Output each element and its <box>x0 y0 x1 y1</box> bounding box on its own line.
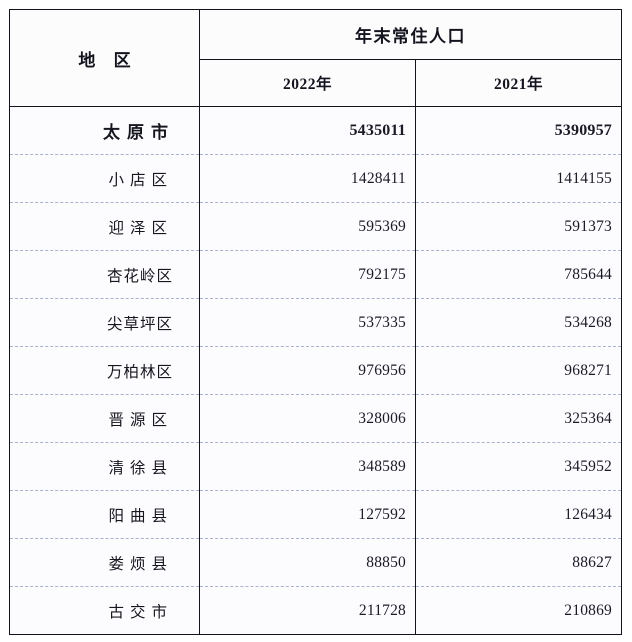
cell-population-2021: 785644 <box>415 250 622 299</box>
cell-region: 迎泽区 <box>9 202 200 251</box>
cell-region: 阳曲县 <box>9 490 200 539</box>
header-row-years: 2022年 2021年 <box>10 58 622 107</box>
table-row: 古交市 211728 210869 <box>9 586 622 635</box>
table-row: 晋源区 328006 325364 <box>9 394 622 443</box>
cell-population-2022: 5435011 <box>199 106 416 155</box>
column-header-year-2022: 2022年 <box>199 58 416 107</box>
cell-population-2022: 537335 <box>199 298 416 347</box>
cell-population-2021: 5390957 <box>415 106 622 155</box>
cell-population-2022: 348589 <box>199 442 416 491</box>
cell-population-2021: 210869 <box>415 586 622 635</box>
table-row: 小店区 1428411 1414155 <box>9 154 622 203</box>
cell-population-2021: 591373 <box>415 202 622 251</box>
cell-population-2022: 211728 <box>199 586 416 635</box>
cell-population-2022: 88850 <box>199 538 416 587</box>
column-header-year-2021: 2021年 <box>415 58 622 107</box>
header-row-top: 地 区 年末常住人口 <box>9 9 622 107</box>
cell-population-2022: 127592 <box>199 490 416 539</box>
cell-population-2021: 534268 <box>415 298 622 347</box>
cell-region: 古交市 <box>9 586 200 635</box>
table-row: 杏花岭区 792175 785644 <box>9 250 622 299</box>
cell-population-2021: 968271 <box>415 346 622 395</box>
cell-region: 杏花岭区 <box>9 250 200 299</box>
cell-population-2022: 595369 <box>199 202 416 251</box>
cell-population-2022: 1428411 <box>199 154 416 203</box>
table-row: 娄烦县 88850 88627 <box>9 538 622 587</box>
cell-population-2022: 328006 <box>199 394 416 443</box>
cell-region: 太原市 <box>9 106 200 155</box>
cell-region: 晋源区 <box>9 394 200 443</box>
cell-population-2021: 88627 <box>415 538 622 587</box>
column-header-group-resident-population: 年末常住人口 <box>199 9 622 60</box>
cell-region: 小店区 <box>9 154 200 203</box>
cell-population-2021: 1414155 <box>415 154 622 203</box>
table-row: 尖草坪区 537335 534268 <box>9 298 622 347</box>
cell-population-2022: 792175 <box>199 250 416 299</box>
cell-region: 清徐县 <box>9 442 200 491</box>
table-row: 阳曲县 127592 126434 <box>9 490 622 539</box>
cell-population-2021: 345952 <box>415 442 622 491</box>
table-header: 地 区 年末常住人口 2022年 2021年 <box>9 9 622 107</box>
table-row: 迎泽区 595369 591373 <box>9 202 622 251</box>
cell-region: 尖草坪区 <box>9 298 200 347</box>
table-row: 万柏林区 976956 968271 <box>9 346 622 395</box>
population-table: 地 区 年末常住人口 2022年 2021年 太原市 5435011 5390957… <box>9 9 622 635</box>
cell-population-2021: 325364 <box>415 394 622 443</box>
table-body: 太原市 5435011 5390957 小店区 1428411 1414155 迎泽区 595… <box>9 106 622 635</box>
table-row: 太原市 5435011 5390957 <box>9 106 622 155</box>
cell-population-2021: 126434 <box>415 490 622 539</box>
cell-region: 万柏林区 <box>9 346 200 395</box>
column-header-region: 地 区 <box>9 9 200 107</box>
cell-region: 娄烦县 <box>9 538 200 587</box>
cell-population-2022: 976956 <box>199 346 416 395</box>
table-row: 清徐县 348589 345952 <box>9 442 622 491</box>
